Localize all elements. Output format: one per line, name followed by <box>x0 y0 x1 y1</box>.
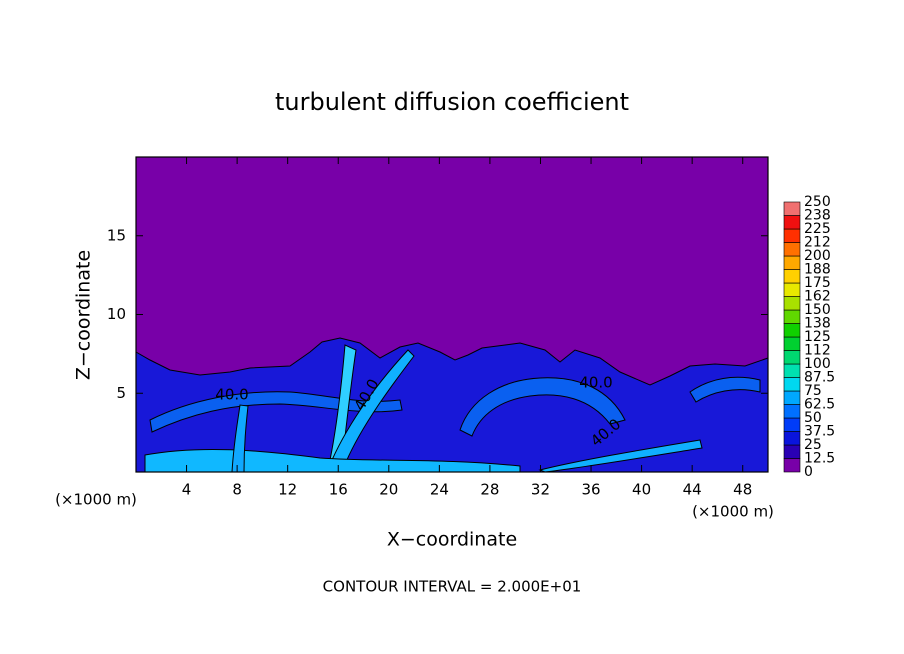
x-tick-label: 44 <box>683 481 702 499</box>
colorbar-label: 125 <box>804 329 831 345</box>
colorbar-swatch <box>783 377 801 392</box>
colorbar-label: 12.5 <box>804 451 835 467</box>
colorbar-label: 188 <box>804 262 831 278</box>
colorbar-swatch <box>783 417 801 432</box>
colorbar-swatch <box>783 296 801 311</box>
colorbar-swatch <box>783 282 801 297</box>
x-axis-label: X−coordinate <box>387 529 517 551</box>
colorbar-swatch <box>783 228 801 243</box>
colorbar-swatch <box>783 242 801 257</box>
y-axis-label: Z−coordinate <box>73 250 95 380</box>
colorbar-label: 212 <box>804 235 831 251</box>
colorbar-label: 87.5 <box>804 370 835 386</box>
colorbar-label: 75 <box>804 383 822 399</box>
colorbar-label: 162 <box>804 289 831 305</box>
colorbar-swatch <box>783 255 801 270</box>
colorbar-label: 200 <box>804 248 831 264</box>
x-tick-label: 28 <box>480 481 499 499</box>
x-tick-label: 32 <box>531 481 550 499</box>
x-tick-label: 36 <box>581 481 600 499</box>
contour-field <box>135 156 769 473</box>
contour-label: 40.0 <box>215 386 248 404</box>
colorbar-label: 100 <box>804 356 831 372</box>
colorbar-label: 138 <box>804 316 831 332</box>
x-tick-label: 48 <box>733 481 752 499</box>
x-tick-label: 20 <box>379 481 398 499</box>
colorbar-label: 50 <box>804 410 822 426</box>
y-tick-label: 10 <box>107 305 126 323</box>
contour-label: 40.0 <box>579 374 612 392</box>
colorbar-swatch <box>783 336 801 351</box>
colorbar-swatch <box>783 269 801 284</box>
colorbar-label: 250 <box>804 194 831 210</box>
colorbar-swatch <box>783 458 801 473</box>
colorbar-label: 175 <box>804 275 831 291</box>
colorbar-swatch <box>783 215 801 230</box>
x-tick-label: 24 <box>430 481 449 499</box>
colorbar-label: 0 <box>804 464 813 480</box>
x-unit: (×1000 m) <box>692 503 774 521</box>
colorbar-swatch <box>783 350 801 365</box>
x-tick-label: 40 <box>632 481 651 499</box>
colorbar-swatch <box>783 390 801 405</box>
x-tick-label: 8 <box>232 481 242 499</box>
colorbar-swatch <box>783 323 801 338</box>
chart-title: turbulent diffusion coefficient <box>275 88 629 116</box>
colorbar-label: 238 <box>804 208 831 224</box>
x-tick-label: 16 <box>329 481 348 499</box>
y-tick-label: 5 <box>116 384 126 402</box>
colorbar-swatch <box>783 363 801 378</box>
colorbar-swatch <box>783 309 801 324</box>
colorbar-swatch <box>783 444 801 459</box>
colorbar-swatch <box>783 201 801 216</box>
colorbar-label: 112 <box>804 343 831 359</box>
colorbar-label: 150 <box>804 302 831 318</box>
colorbar-label: 62.5 <box>804 397 835 413</box>
y-tick-label: 15 <box>107 226 126 244</box>
colorbar-label: 37.5 <box>804 424 835 440</box>
x-tick-label: 12 <box>278 481 297 499</box>
x-tick-label: 4 <box>182 481 192 499</box>
colorbar-label: 25 <box>804 437 822 453</box>
colorbar-label: 225 <box>804 221 831 237</box>
colorbar-swatch <box>783 404 801 419</box>
x-unit: (×1000 m) <box>55 491 137 509</box>
footer-note: CONTOUR INTERVAL = 2.000E+01 <box>323 578 582 596</box>
colorbar-swatch <box>783 431 801 446</box>
